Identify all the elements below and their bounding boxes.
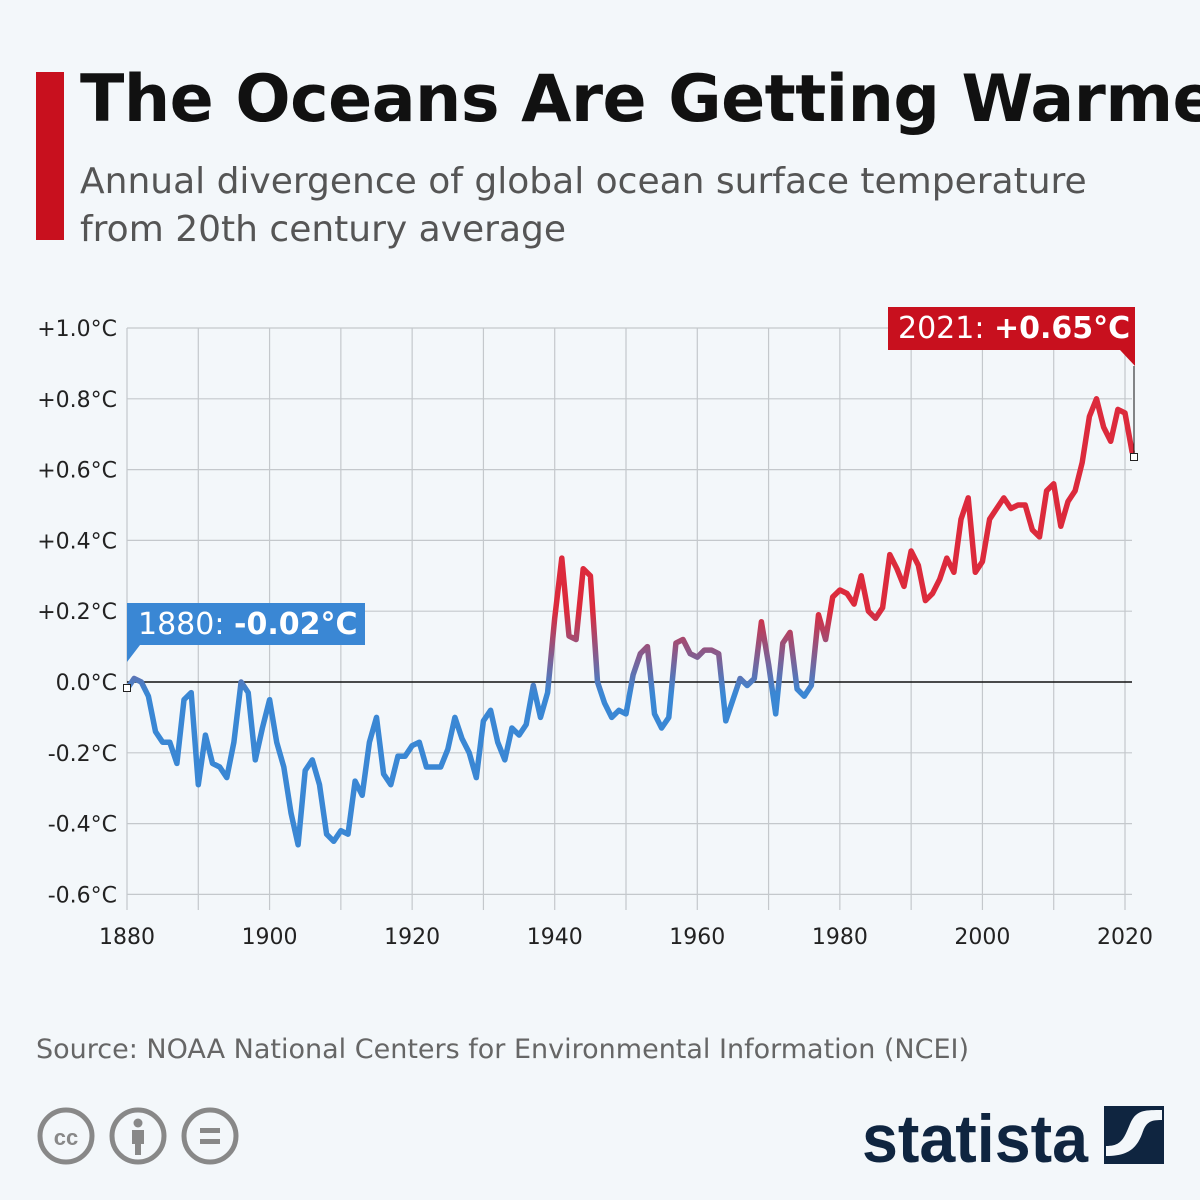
annotation-1880-label: 1880: -0.02°C: [138, 607, 358, 642]
svg-text:statista: statista: [862, 1101, 1089, 1170]
annotation-1880-box: [127, 603, 365, 662]
annotation-1880-marker: [123, 684, 131, 692]
annotations: 1880: -0.02°C 2021: +0.65°C: [123, 307, 1138, 692]
y-tick-label: +0.4°C: [37, 529, 117, 554]
x-tick-label: 1940: [527, 925, 583, 950]
statista-logo-mark: statista: [862, 1101, 1164, 1177]
y-tick-label: +1.0°C: [37, 317, 117, 342]
annotation-1880: 1880: -0.02°C: [123, 603, 365, 692]
series-line: [124, 396, 1135, 848]
y-tick-label: -0.4°C: [48, 813, 117, 838]
annotation-2021: 2021: +0.65°C: [888, 307, 1138, 461]
x-tick-label: 1920: [384, 925, 440, 950]
y-tick-label: -0.2°C: [48, 742, 117, 767]
x-tick-label: 1900: [242, 925, 298, 950]
x-tick-label: 2020: [1097, 925, 1153, 950]
y-axis: +1.0°C +0.8°C +0.6°C +0.4°C +0.2°C 0.0°C -0.2°…: [37, 317, 117, 908]
x-tick-label: 1980: [812, 925, 868, 950]
y-tick-label: 0.0°C: [56, 671, 117, 696]
source-note: Source: NOAA National Centers for Enviro…: [36, 1034, 970, 1065]
y-tick-label: +0.2°C: [37, 600, 117, 625]
page-subtitle: Annual divergence of global ocean surfac…: [80, 161, 1087, 250]
no-derivatives-icon[interactable]: [180, 1106, 240, 1166]
statista-logo[interactable]: statista: [860, 1100, 1170, 1177]
x-tick-label: 1960: [669, 925, 725, 950]
svg-text:cc: cc: [54, 1125, 78, 1150]
annotation-2021-marker: [1130, 453, 1138, 461]
cc-icon[interactable]: cc: [36, 1106, 96, 1166]
y-tick-label: -0.6°C: [48, 883, 117, 908]
annotation-2021-box: [888, 307, 1135, 366]
attribution-icon[interactable]: [108, 1106, 168, 1166]
x-axis: 1880 1900 1920 1940 1960 1980 2000 2020: [99, 925, 1153, 950]
x-tick-label: 1880: [99, 925, 155, 950]
page-title: The Oceans Are Getting Warmer: [80, 62, 1200, 137]
y-tick-label: +0.8°C: [37, 388, 117, 413]
x-tick-label: 2000: [954, 925, 1010, 950]
accent-bar: [36, 72, 64, 240]
annotation-2021-label: 2021: +0.65°C: [898, 311, 1130, 346]
y-tick-label: +0.6°C: [37, 459, 117, 484]
